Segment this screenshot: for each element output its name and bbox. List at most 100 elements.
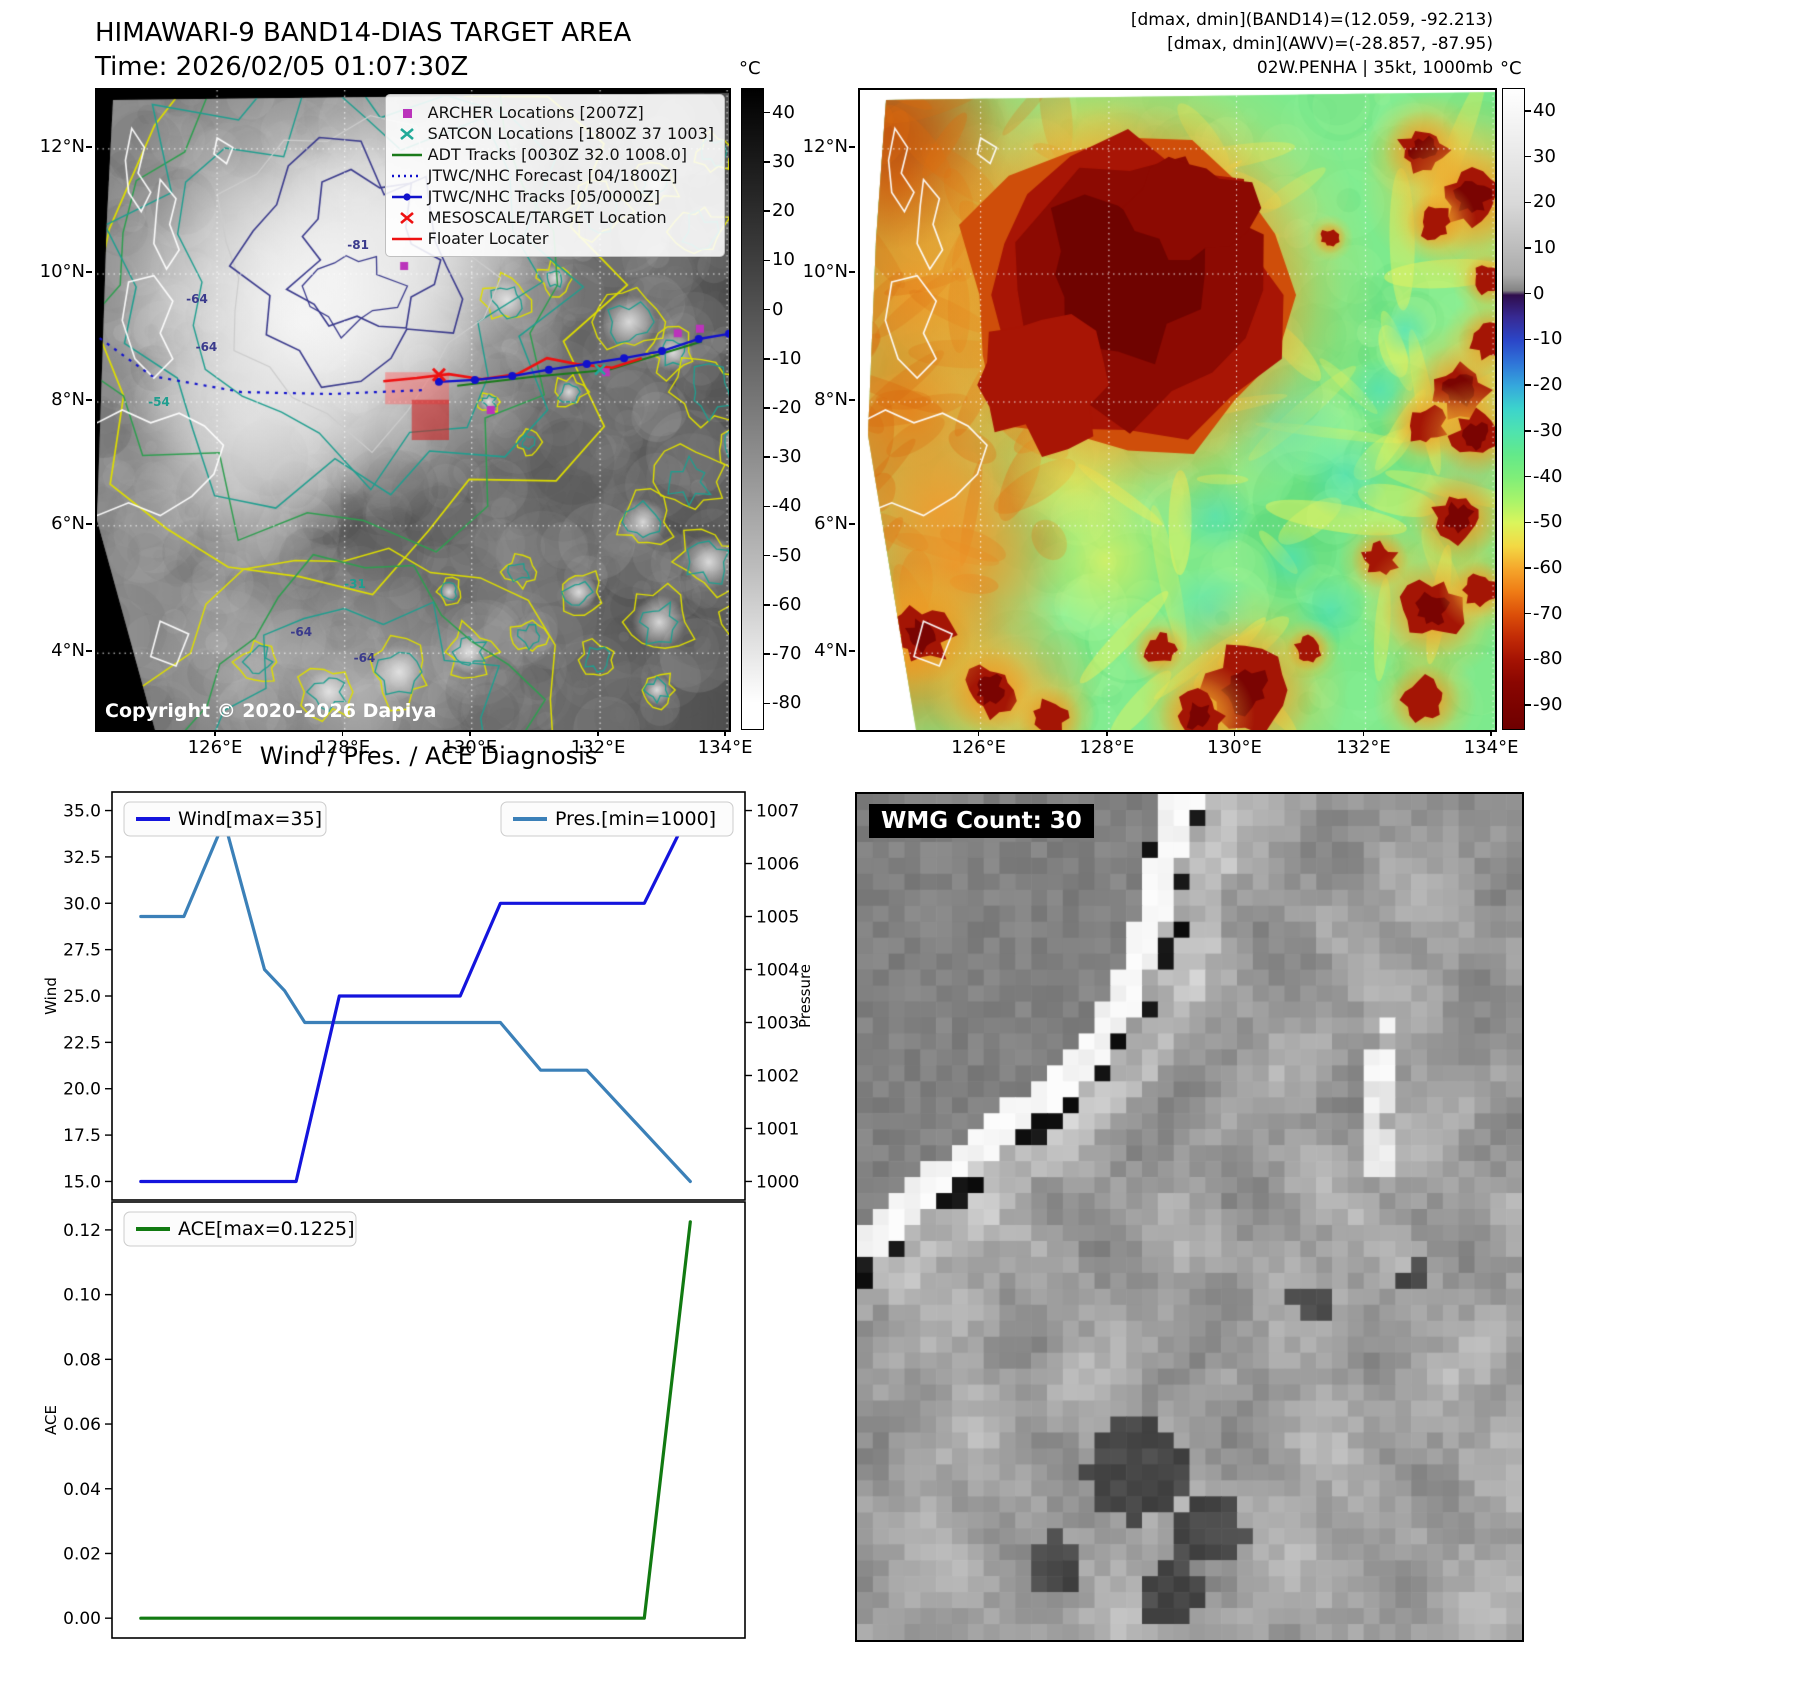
wind-series-line (139, 808, 692, 1184)
colorbar-tick-label: -20 (1533, 374, 1563, 396)
map-x-tick-label: 132°E (570, 737, 626, 758)
legend-item: JTWC/NHC Forecast [04/1800Z] (390, 165, 714, 186)
wind-axis-label: Wind (42, 977, 60, 1015)
pressure-axis-tick-label: 1004 (756, 961, 799, 981)
wind-axis-tick-label: 25.0 (63, 987, 101, 1007)
map-x-tick-label: 126°E (951, 737, 1006, 758)
tick-mark (1525, 612, 1531, 615)
tick-mark (764, 259, 770, 262)
band14-time-label: Time: 2026/02/05 01:07:30Z (95, 52, 469, 82)
ace-axis-tick-label: 0.02 (63, 1544, 101, 1564)
tick-mark (849, 146, 855, 148)
square-marker-icon (390, 105, 424, 121)
colorbar-tick-label: -50 (1533, 511, 1563, 533)
tick-mark (86, 523, 92, 525)
colorbar-tick-label: 10 (1533, 237, 1556, 258)
pressure-axis-tick-label: 1006 (756, 855, 799, 875)
wind-axis-tick-label: 15.0 (63, 1172, 101, 1192)
chart-plot-bg (112, 1202, 745, 1638)
tick-mark (977, 730, 980, 736)
map-x-tick-label: 126°E (187, 737, 243, 758)
colorbar-tick-label: -80 (772, 692, 802, 714)
band14-contour-labels: -81 -64 -64 -54 -31 -64 -64 (97, 90, 729, 730)
tick-mark (764, 505, 770, 508)
tick-mark (1525, 155, 1531, 158)
contour-label: -64 (195, 340, 218, 355)
legend-item: JTWC/NHC Tracks [05/0000Z] (390, 186, 714, 207)
tick-mark (1525, 475, 1531, 478)
colorbar-tick-label: -10 (772, 347, 802, 369)
awv-map-canvas (860, 90, 1495, 730)
tick-mark (764, 210, 770, 212)
legend-item-label: ADT Tracks [0030Z 32.0 1008.0] (427, 145, 688, 164)
tick-mark (1233, 730, 1236, 736)
wmg-count-label: WMG Count: 30 (869, 804, 1094, 838)
wind-axis-tick-label: 17.5 (63, 1126, 101, 1146)
tick-mark (849, 271, 855, 273)
pressure-legend-label: Pres.[min=1000] (555, 808, 716, 830)
tick-mark (1525, 521, 1531, 524)
legend-item: ADT Tracks [0030Z 32.0 1008.0] (390, 144, 714, 165)
ace-axis-tick-label: 0.08 (63, 1350, 101, 1370)
awv-header-line-band14: [dmax, dmin](BAND14)=(12.059, -92.213) (1130, 10, 1493, 30)
line-marker-icon (390, 231, 424, 247)
ace-axis-tick-label: 0.04 (63, 1480, 101, 1500)
tick-mark (1525, 567, 1531, 569)
tick-mark (1525, 338, 1531, 341)
map-y-tick-label: 4°N (814, 640, 848, 662)
tick-mark (469, 730, 471, 736)
colorbar-tick-label: -30 (1533, 419, 1563, 441)
ace-axis-tick-label: 0.06 (63, 1415, 101, 1435)
pressure-series-line (139, 819, 692, 1184)
awv-header: [dmax, dmin](BAND14)=(12.059, -92.213) [… (893, 8, 1493, 80)
colorbar-tick-label: 40 (1533, 99, 1556, 121)
map-x-tick-label: 130°E (442, 737, 498, 758)
tick-mark (849, 650, 855, 652)
tick-mark (1490, 730, 1492, 736)
tick-mark (1525, 704, 1531, 706)
line-dot-marker-icon (390, 189, 424, 205)
x-marker-icon (390, 210, 424, 226)
colorbar-tick-label: -50 (772, 544, 802, 566)
tick-mark (764, 554, 770, 557)
colorbar-tick-label: 20 (772, 200, 795, 222)
colorbar-tick-label: 20 (1533, 191, 1556, 213)
tick-mark (86, 146, 92, 148)
legend-item: MESOSCALE/TARGET Location (390, 207, 714, 228)
chart-legend-box (123, 1211, 357, 1247)
copyright-text: Copyright © 2020-2026 Dapiya (105, 700, 437, 722)
wind-axis-tick-label: 27.5 (63, 941, 101, 961)
colorbar-tick-label: -90 (1533, 694, 1563, 716)
map-y-tick-label: 10°N (802, 261, 848, 282)
map-x-tick-label: 134°E (1463, 737, 1519, 758)
tick-mark (1525, 247, 1531, 249)
colorbar-tick-label: 10 (772, 249, 795, 271)
tick-mark (764, 653, 770, 655)
pressure-axis-label: Pressure (796, 964, 814, 1028)
legend-item: SATCON Locations [1800Z 37 1003] (390, 123, 714, 144)
tick-mark (1525, 658, 1531, 661)
ace-axis-tick-label: 0.00 (63, 1609, 101, 1629)
legend-item-label: Floater Locater (427, 229, 549, 248)
wind-axis-tick-label: 20.0 (63, 1080, 101, 1100)
colorbar-tick-label: -60 (772, 593, 802, 615)
tick-mark (1525, 110, 1531, 112)
contour-label: -31 (344, 577, 366, 591)
pressure-axis-tick-label: 1005 (756, 908, 799, 928)
legend-item-label: JTWC/NHC Forecast [04/1800Z] (427, 166, 678, 185)
tick-mark (86, 650, 92, 652)
contour-label: -54 (148, 394, 170, 409)
colorbar-tick-label: -40 (1533, 465, 1563, 487)
wind-axis-tick-label: 22.5 (63, 1033, 101, 1053)
tick-mark (764, 308, 770, 311)
tick-mark (764, 456, 770, 458)
awv-map-panel (858, 88, 1497, 732)
tick-mark (764, 407, 770, 409)
tick-mark (764, 161, 770, 163)
colorbar-tick-label: -20 (772, 397, 802, 418)
band14-map-panel: ARCHER Locations [2007Z] SATCON Locations… (95, 88, 731, 732)
colorbar-tick-label: -80 (1533, 648, 1563, 670)
map-y-tick-label: 8°N (51, 389, 85, 410)
tick-mark (86, 399, 92, 401)
